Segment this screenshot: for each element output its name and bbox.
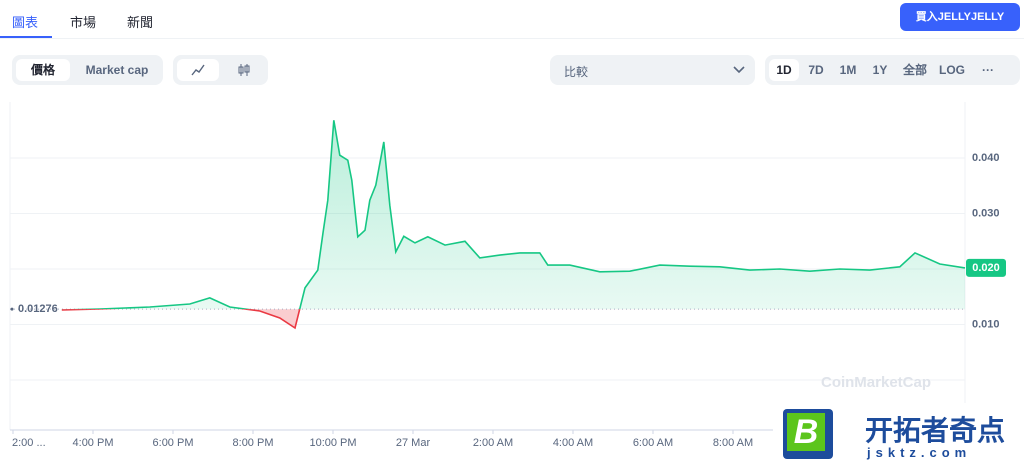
tab[interactable]: 新聞 [127, 15, 154, 30]
overlay: B 开拓者奇点 jsktz.com [773, 403, 1024, 465]
x-tick-label: 27 Mar [396, 437, 431, 449]
last-price-box [966, 258, 1006, 277]
range-button[interactable]: 7D [808, 63, 824, 77]
toggle-button[interactable]: 價格 [16, 59, 70, 81]
area-above [92, 120, 965, 310]
tab[interactable]: 市場 [70, 15, 97, 30]
x-tick-label: 6:00 AM [633, 437, 673, 449]
line-icon[interactable] [177, 59, 219, 81]
chart-type-group [173, 55, 268, 85]
x-tick-label: 6:00 PM [153, 437, 194, 449]
range-button[interactable]: ··· [982, 63, 994, 77]
logo: B [787, 413, 825, 451]
range-button[interactable]: 1Y [872, 63, 888, 77]
x-tick-label: 4:00 PM [73, 437, 114, 449]
icon [191, 64, 205, 76]
toggle-group: 價格 Market cap [12, 55, 163, 85]
x-tick-label: 2:00 AM [473, 437, 513, 449]
divider [0, 38, 1024, 39]
y-tick-label: 0.030 [972, 207, 1000, 219]
x-tick-label: 8:00 AM [713, 437, 753, 449]
overlay-title: 开拓者奇点 [865, 415, 1006, 446]
x-tick-label: 8:00 PM [233, 437, 274, 449]
y-tick-label: 0.040 [972, 152, 1000, 164]
range-group: 1D 7D 1M 1Y 全部 LOG ··· [765, 55, 1020, 85]
tab-underline [0, 36, 52, 38]
compare-dropdown[interactable]: 比較 [550, 55, 755, 85]
icon [238, 64, 250, 76]
range-button[interactable]: 全部 [902, 63, 927, 77]
overlay-site: jsktz.com [867, 445, 972, 460]
range-button[interactable]: 1D [769, 59, 799, 81]
buy-button[interactable]: 買入JELLYJELLY [900, 3, 1020, 31]
area-below [61, 309, 300, 328]
range-button[interactable]: LOG [939, 63, 965, 77]
reference-dot [10, 307, 14, 311]
tab[interactable]: 圖表 [12, 15, 39, 30]
price-line-below [61, 309, 301, 330]
logo-box: B [783, 409, 833, 459]
last-price-label: 0.020 [972, 262, 1000, 274]
range-button[interactable]: 1M [839, 63, 857, 77]
reference-label: 0.01276 [18, 303, 58, 315]
x-tick-label: 4:00 AM [553, 437, 593, 449]
chevron [733, 66, 745, 74]
x-tick-label: 2:00 ... [12, 437, 46, 449]
toggle-button[interactable]: Market cap [85, 63, 149, 77]
y-tick-label: 0.010 [972, 318, 1000, 330]
watermark: CoinMarketCap [821, 374, 931, 391]
compare-label: 比較 [564, 65, 589, 79]
x-tick-label: 10:00 PM [309, 437, 356, 449]
price-line [62, 120, 966, 310]
candle-icon[interactable] [223, 59, 265, 81]
